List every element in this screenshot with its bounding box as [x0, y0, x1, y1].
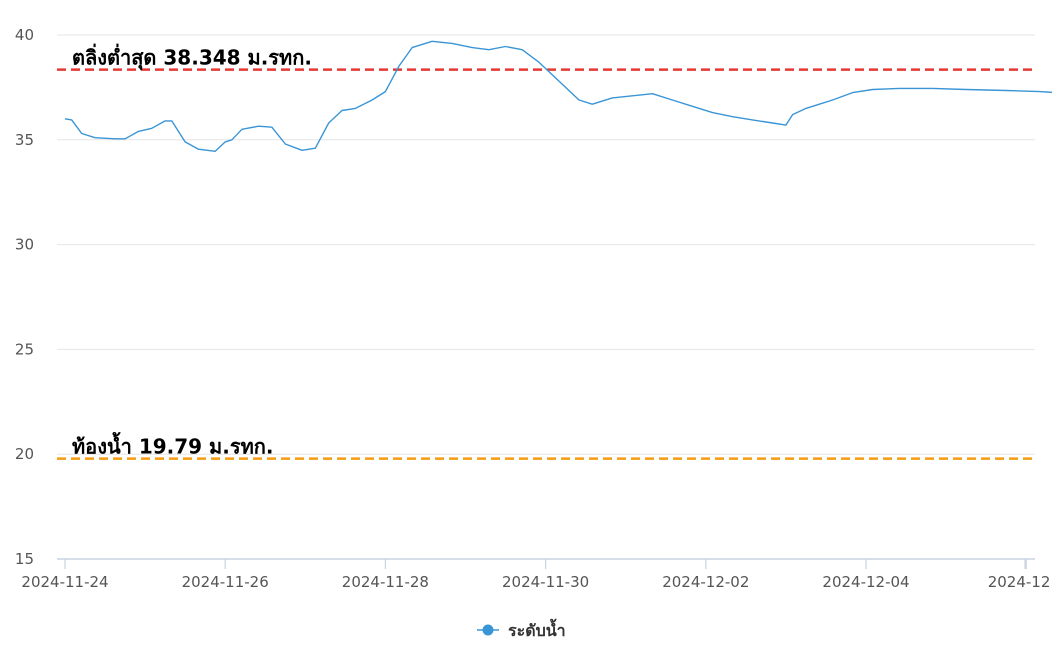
legend-label: ระดับน้ำ: [508, 618, 566, 640]
legend-item-water-level[interactable]: ระดับน้ำ: [477, 618, 566, 640]
x-tick-label: 2024-11-30: [502, 573, 589, 591]
reference-lines: ตลิ่งต่ำสุด 38.348 ม.รทก. ท้องน้ำ 19.79 ม…: [57, 43, 1035, 460]
legend-marker: [482, 624, 494, 636]
reference-line-label: ตลิ่งต่ำสุด 38.348 ม.รทก.: [72, 43, 312, 71]
reference-line-label: ท้องน้ำ 19.79 ม.รทก.: [72, 432, 273, 459]
x-tick-label: 2024-11-26: [182, 573, 269, 591]
x-tick-label: 2024-11-24: [21, 573, 108, 591]
series-lines: [64, 40, 1052, 152]
grid-lines: [57, 34, 1035, 455]
series-line-water-level[interactable]: [64, 40, 1052, 152]
y-tick-label: 30: [15, 236, 34, 254]
y-tick-label: 40: [15, 26, 34, 44]
y-tick-label: 25: [15, 340, 34, 358]
y-tick-label: 15: [15, 550, 34, 568]
y-tick-label: 35: [15, 131, 34, 149]
x-tick-label: 2024-12...: [988, 573, 1052, 591]
y-axis-ticks: 40 35 30 25 20 15: [15, 26, 34, 568]
x-tick-label: 2024-12-04: [822, 573, 909, 591]
x-axis: 2024-11-24 2024-11-26 2024-11-28 2024-11-30…: [21, 558, 1052, 591]
x-tick-label: 2024-12-02: [662, 573, 749, 591]
y-tick-label: 20: [15, 445, 34, 463]
x-tick-label: 2024-11-28: [342, 573, 429, 591]
